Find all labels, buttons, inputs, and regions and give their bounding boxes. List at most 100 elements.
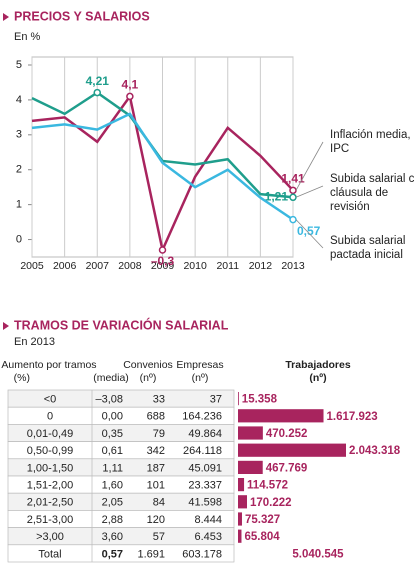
value-label: 114.572 (247, 480, 288, 492)
table-title: TRAMOS DE VARIACIÓN SALARIAL (14, 317, 229, 332)
table-cell: 0 (47, 411, 53, 423)
column-header: (%) (14, 372, 30, 384)
table-cell: 37 (210, 394, 222, 406)
x-tick-label: 2009 (151, 260, 175, 272)
value-label: 467.769 (266, 462, 308, 474)
y-tick-label: 1 (16, 199, 22, 211)
x-tick-label: 2007 (86, 260, 110, 272)
column-header: (nº) (192, 372, 209, 384)
legend-entry: Subida salarial con cláusula de revisión (330, 173, 414, 213)
bar (238, 460, 263, 474)
value-label: –0,3 (151, 254, 175, 268)
value-label: 170.222 (250, 497, 292, 509)
y-tick-label: 4 (16, 94, 22, 106)
y-tick-label: 3 (16, 129, 22, 141)
value-label: 0,57 (297, 224, 321, 238)
x-tick-label: 2012 (249, 260, 273, 272)
table-cell: 23.337 (188, 480, 222, 492)
table-cell: 164.236 (182, 411, 222, 423)
chart-subtitle: En % (14, 31, 41, 43)
value-label: 1,41 (281, 171, 305, 185)
table-cell: 1,51-2,00 (27, 480, 73, 492)
chart-title: PRECIOS Y SALARIOS (14, 9, 150, 23)
table-cell: 3,60 (102, 531, 123, 543)
table-cell: 2,88 (102, 514, 123, 526)
x-tick-label: 2011 (216, 260, 239, 272)
series-line (31, 112, 294, 221)
value-label: 1,21 (265, 189, 289, 203)
x-tick-label: 2013 (281, 260, 305, 272)
table-cell: 1,11 (102, 462, 123, 474)
x-tick-label: 2008 (118, 260, 142, 272)
column-header: (nº) (309, 372, 326, 384)
legend-entry: Subida salarial pactada inicial (330, 235, 406, 261)
column-header: Convenios (123, 359, 173, 371)
table-cell: 57 (153, 531, 165, 543)
table-cell: 0,01-0,49 (27, 428, 73, 440)
table-cell: 688 (147, 411, 165, 423)
value-label: 15.358 (242, 394, 278, 406)
table-cell: 1,00-1,50 (27, 462, 73, 474)
table-cell: 84 (153, 497, 165, 509)
value-label: 470.252 (266, 428, 308, 440)
table-cell: 603.178 (182, 548, 222, 560)
table-cell: 2,05 (102, 497, 123, 509)
value-label: 4,21 (86, 74, 110, 88)
leader-line (295, 219, 324, 249)
table-cell: 2,01-2,50 (27, 497, 73, 509)
table-cell: 0,35 (102, 428, 123, 440)
y-tick-label: 0 (16, 233, 22, 245)
x-tick-label: 2005 (20, 260, 44, 272)
point (126, 92, 134, 101)
column-header: Aumento por tramos (1, 359, 96, 371)
point (289, 186, 297, 195)
table-cell: 0,50-0,99 (27, 445, 73, 457)
table-cell: 120 (147, 514, 165, 526)
table-cell: 5.040.545 (292, 548, 344, 560)
point (289, 193, 297, 202)
table-cell: 41.598 (188, 497, 222, 509)
leader-line (295, 185, 324, 198)
table-cell: 33 (153, 394, 165, 406)
bar (238, 478, 245, 492)
table-cell: 342 (147, 445, 165, 457)
bar (238, 392, 239, 406)
value-label: 2.043.318 (349, 445, 401, 457)
point (158, 246, 167, 254)
value-label: 1.617.923 (327, 411, 378, 423)
table-cell: 2,51-3,00 (27, 514, 73, 526)
table-cell: 79 (153, 428, 165, 440)
bar (238, 409, 324, 423)
x-tick-label: 2006 (53, 260, 77, 272)
value-label: 75.327 (245, 514, 280, 526)
column-header: Empresas (176, 359, 223, 371)
y-tick-label: 5 (16, 59, 22, 71)
bar (238, 443, 346, 457)
y-tick-label: 2 (16, 164, 22, 176)
column-header: (nº) (140, 372, 157, 384)
x-tick-label: 2010 (183, 260, 207, 272)
table-cell: 264.118 (183, 445, 222, 457)
point (93, 88, 101, 97)
table-cell: <0 (44, 394, 57, 406)
legend-entry: Inflación media, IPC (330, 129, 411, 155)
column-header: (media) (93, 372, 129, 384)
table-cell: 0,57 (102, 548, 123, 560)
table-subtitle: En 2013 (14, 336, 55, 348)
table-cell: 0,61 (102, 445, 123, 457)
point (289, 215, 297, 224)
table-cell: 45.091 (188, 462, 222, 474)
table-cell: >3,00 (36, 531, 64, 543)
value-label: 65.804 (244, 531, 280, 543)
bar (238, 495, 247, 509)
bar (238, 512, 242, 526)
table-row (7, 544, 235, 563)
table-cell: 0,00 (102, 411, 123, 423)
bar (238, 426, 263, 440)
bar (238, 529, 242, 543)
table-cell: Total (38, 548, 61, 560)
table-cell: 49.864 (188, 428, 222, 440)
value-label: 4,1 (122, 78, 139, 92)
